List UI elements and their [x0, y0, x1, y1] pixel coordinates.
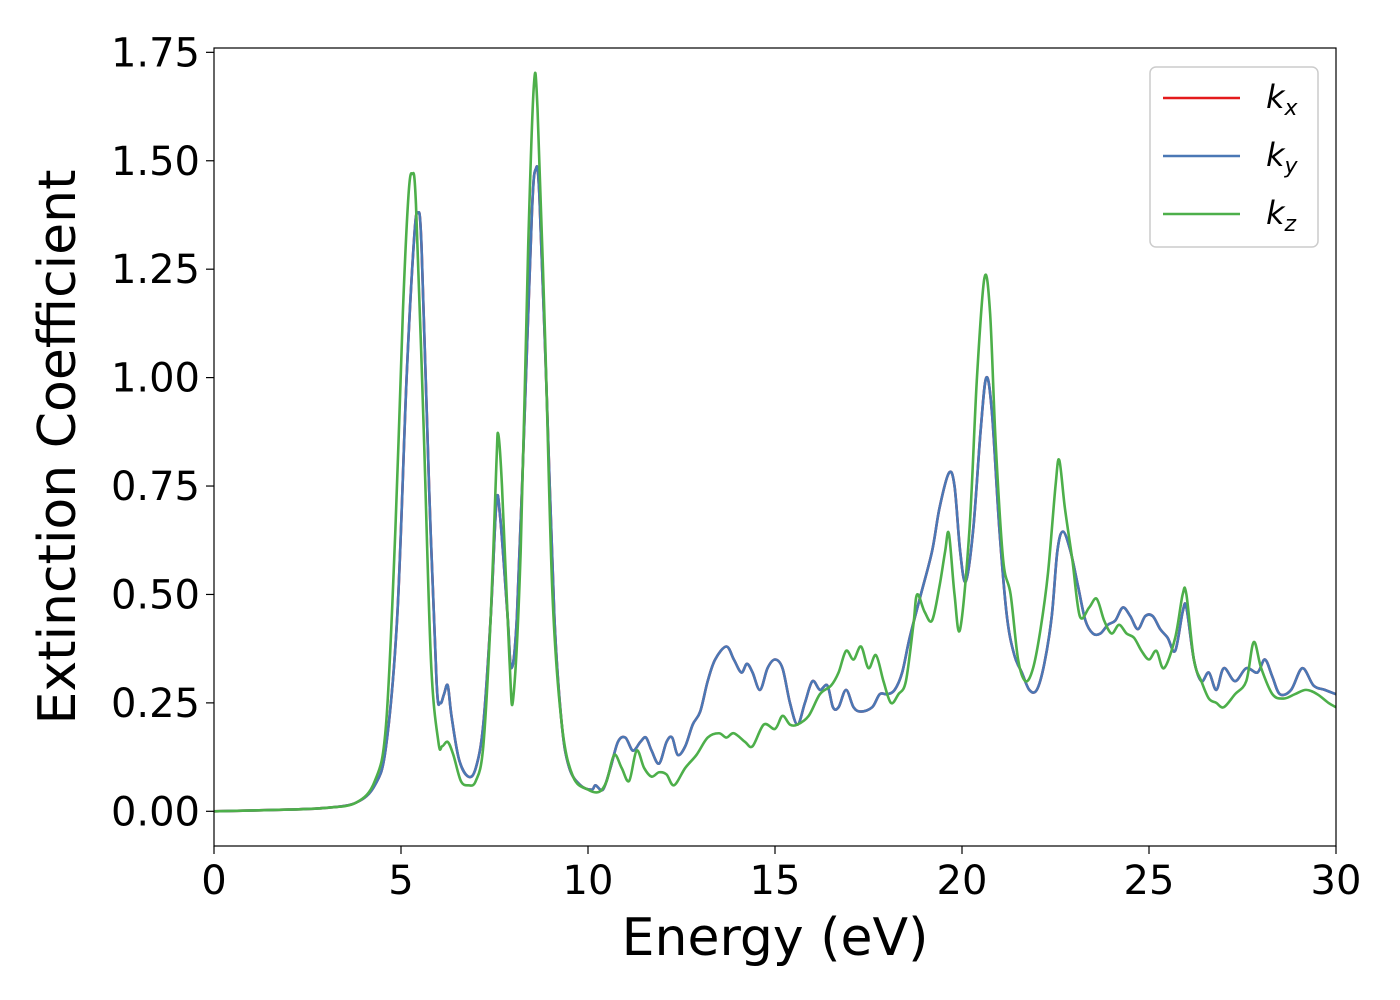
x-tick-label: 5: [388, 858, 413, 904]
y-tick-label: 0.50: [111, 572, 200, 618]
y-tick-label: 1.50: [111, 139, 200, 185]
x-tick-label: 0: [201, 858, 226, 904]
y-tick-label: 1.75: [111, 30, 200, 76]
x-tick-label: 25: [1124, 858, 1175, 904]
x-tick-label: 10: [563, 858, 614, 904]
y-tick-label: 1.25: [111, 247, 200, 293]
series-layer: [214, 71, 1336, 813]
x-tick-label: 15: [750, 858, 801, 904]
x-axis-label: Energy (eV): [622, 908, 929, 968]
x-tick-label: 30: [1311, 858, 1362, 904]
x-tick-label: 20: [937, 858, 988, 904]
y-tick-label: 0.25: [111, 681, 200, 727]
y-axis-label: Extinction Coefficient: [28, 170, 88, 725]
y-axis-ticks: 0.00 0.25 0.50 0.75 1.00 1.25 1.50 1.75: [111, 30, 214, 835]
y-tick-label: 0.75: [111, 464, 200, 510]
series-line-kz: [214, 71, 1336, 813]
y-tick-label: 1.00: [111, 356, 200, 402]
y-tick-label: 0.00: [111, 789, 200, 835]
x-axis-ticks: 0 5 10 15 20 25 30: [201, 846, 1361, 904]
